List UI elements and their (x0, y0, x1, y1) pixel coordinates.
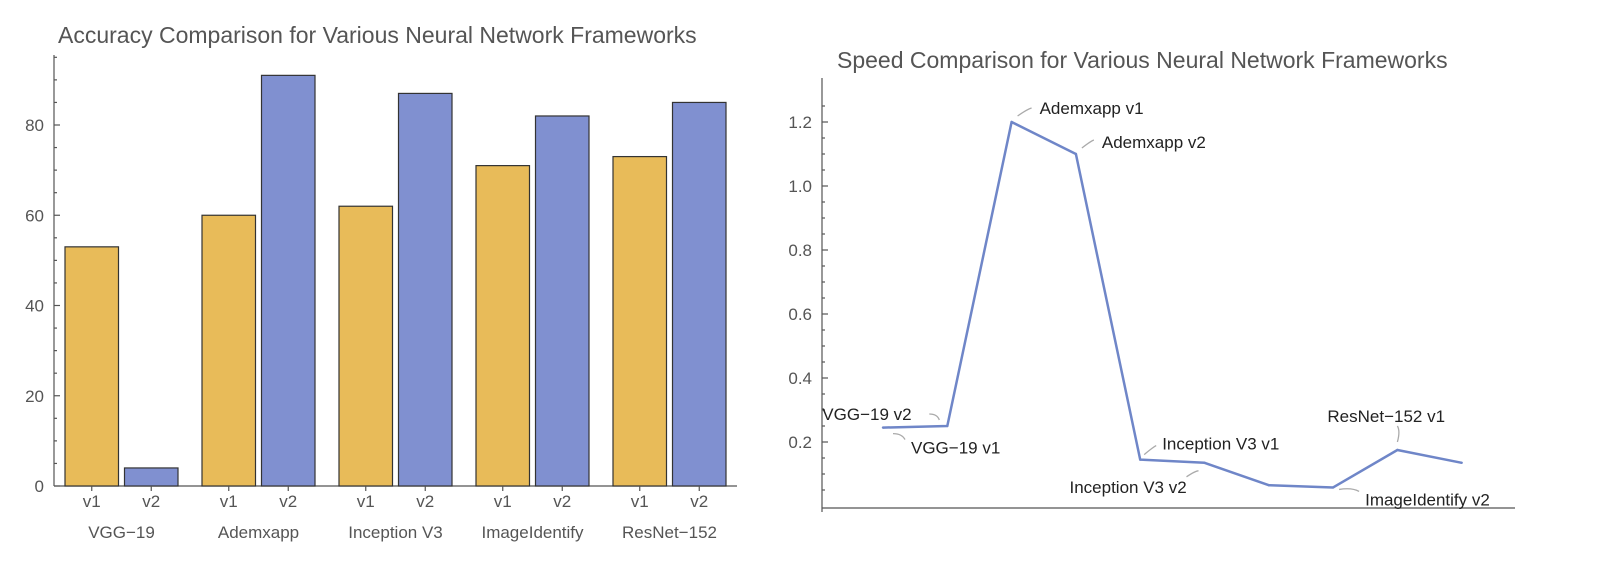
accuracy-y-tick-label: 80 (25, 116, 44, 135)
bar-resnet-152-v2 (671, 101, 727, 487)
speed-point-imageidentify-v2 (1331, 486, 1335, 489)
accuracy-y-tick-label: 20 (25, 387, 44, 406)
speed-y-tick-label: 1.0 (788, 177, 812, 196)
speed-annotation-vgg-19-v1: VGG−19 v1 (911, 439, 1000, 458)
bar-ademxapp-v1 (201, 214, 257, 487)
speed-annotation-leader (892, 432, 906, 440)
speed-point-resnet-152-v1 (1396, 448, 1399, 452)
speed-point-vgg-19-v2 (946, 424, 949, 428)
speed-y-ticks: 0.2 0.4 0.6 0.8 1.0 1.2 (788, 105, 828, 491)
speed-annotation-inception-v3-v1: Inception V3 v1 (1162, 435, 1279, 454)
accuracy-y-ticks: 0 20 40 60 80 (25, 56, 60, 496)
speed-annotation-leader (1017, 107, 1032, 117)
bar-resnet-152-v1 (612, 155, 668, 487)
speed-y-tick-label: 0.4 (788, 369, 812, 388)
bar-series-label: v2 (142, 492, 160, 511)
bar-vgg-19-v2 (123, 467, 179, 487)
accuracy-bars (64, 74, 727, 487)
bar-series-label: v1 (220, 492, 238, 511)
speed-annotation-leader (1081, 139, 1095, 149)
speed-point-vgg-19-v1 (881, 426, 885, 429)
speed-y-tick-label: 1.2 (788, 113, 812, 132)
accuracy-y-tick-label: 60 (25, 206, 44, 225)
speed-point-inception-v3-v2 (1203, 461, 1206, 464)
bar-group-label: VGG−19 (88, 523, 155, 542)
speed-annotation-leader (1186, 470, 1199, 478)
accuracy-chart: Accuracy Comparison for Various Neural N… (25, 22, 737, 542)
speed-annotation-vgg-19-v2: VGG−19 v2 (822, 405, 911, 424)
bar-series-label: v2 (279, 492, 297, 511)
speed-point-imageidentify-v1 (1267, 484, 1271, 487)
bar-series-label: v1 (494, 492, 512, 511)
bar-series-label: v2 (416, 492, 434, 511)
speed-annotation-inception-v3-v2: Inception V3 v2 (1070, 478, 1187, 497)
speed-point-resnet-152-v2 (1460, 461, 1463, 464)
speed-annotation-leader (929, 413, 940, 421)
bar-series-label: v1 (357, 492, 375, 511)
speed-y-tick-label: 0.8 (788, 241, 812, 260)
speed-y-tick-label: 0.6 (788, 305, 812, 324)
accuracy-chart-title: Accuracy Comparison for Various Neural N… (58, 22, 697, 48)
speed-chart: Speed Comparison for Various Neural Netw… (788, 47, 1515, 512)
bar-series-label: v1 (83, 492, 101, 511)
speed-annotation-leader (1143, 445, 1157, 456)
speed-point-inception-v3-v1 (1139, 458, 1142, 461)
bar-series-label: v2 (553, 492, 571, 511)
speed-y-tick-label: 0.2 (788, 433, 812, 452)
accuracy-y-tick-label: 40 (25, 297, 44, 316)
bar-vgg-19-v1 (64, 246, 120, 487)
speed-annotation-ademxapp-v1: Ademxapp v1 (1040, 99, 1144, 118)
bar-inception-v3-v1 (338, 205, 394, 487)
speed-point-ademxapp-v1 (1010, 120, 1013, 124)
speed-series-line (882, 120, 1462, 489)
accuracy-x-labels: v1 v2 VGG−19 v1 v2 Ademxapp v1 v2 Inception V3 v1… (83, 486, 717, 542)
speed-annotation-leader (1339, 488, 1360, 493)
bar-imageidentify-v2 (534, 115, 590, 487)
bar-series-label: v2 (690, 492, 708, 511)
bar-group-label: Ademxapp (218, 523, 299, 542)
speed-point-ademxapp-v2 (1074, 152, 1078, 156)
bar-group-label: ResNet−152 (622, 523, 717, 542)
bar-inception-v3-v2 (397, 92, 453, 487)
bar-series-label: v1 (631, 492, 649, 511)
accuracy-y-tick-label: 0 (35, 477, 44, 496)
speed-annotation-ademxapp-v2: Ademxapp v2 (1102, 133, 1206, 152)
speed-annotation-leader (1396, 425, 1400, 443)
bar-group-label: Inception V3 (348, 523, 443, 542)
bar-ademxapp-v2 (260, 74, 316, 487)
bar-group-label: ImageIdentify (481, 523, 584, 542)
speed-annotation-imageidentify-v2: ImageIdentify v2 (1365, 490, 1490, 509)
bar-imageidentify-v1 (475, 165, 531, 487)
speed-chart-title: Speed Comparison for Various Neural Netw… (837, 47, 1448, 73)
speed-annotation-resnet-152-v1: ResNet−152 v1 (1327, 407, 1445, 426)
speed-series (881, 120, 1463, 489)
